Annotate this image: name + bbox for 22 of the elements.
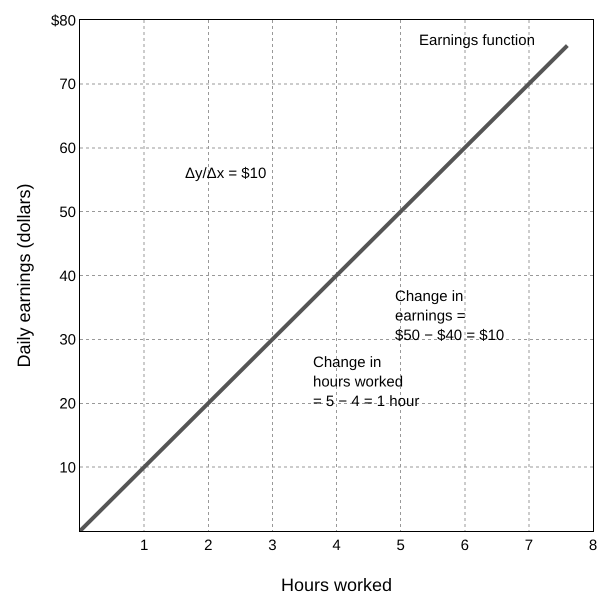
y-tick-label: 70	[59, 76, 76, 94]
annotation: Earnings function	[419, 32, 535, 49]
annotation: Δy/Δx = $10	[185, 165, 266, 182]
y-tick-label: 30	[59, 332, 76, 349]
x-tick-label: 8	[588, 537, 598, 554]
annotation: Change in hours worked = 5 − 4 = 1 hour	[313, 354, 420, 410]
y-tick-label: 50	[59, 204, 76, 221]
x-axis-title: Hours worked	[280, 575, 392, 596]
y-axis-title: Daily earnings (dollars)	[14, 183, 34, 368]
x-tick-label: 3	[268, 537, 277, 554]
y-tick-label: 60	[59, 140, 76, 157]
x-tick-label: 5	[396, 537, 405, 554]
annotation: Change in earnings = $50 − $40 = $10	[395, 288, 504, 344]
x-tick-label: 1	[140, 537, 148, 554]
x-tick-label: 4	[332, 537, 341, 554]
x-tick-label: 7	[524, 537, 534, 554]
y-tick-label: 10	[59, 459, 76, 476]
x-tick-label: 6	[460, 537, 469, 554]
y-tick-label: 20	[59, 396, 76, 412]
y-tick-label: 40	[59, 268, 76, 285]
x-tick-label: 2	[204, 537, 212, 554]
y-tick-label: $80	[50, 12, 76, 30]
